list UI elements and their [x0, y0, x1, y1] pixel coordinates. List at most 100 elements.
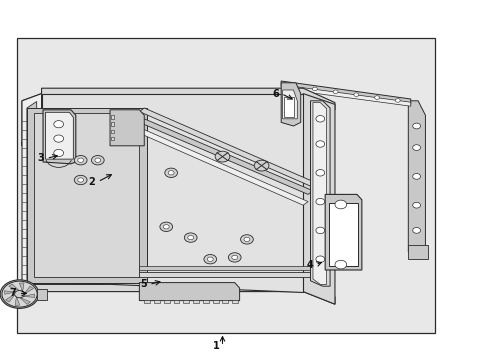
Circle shape: [54, 149, 63, 157]
Circle shape: [0, 280, 39, 309]
Polygon shape: [20, 283, 24, 292]
Bar: [203, 300, 208, 303]
Circle shape: [244, 237, 249, 242]
Circle shape: [315, 198, 324, 205]
Circle shape: [315, 227, 324, 234]
Bar: [110, 137, 114, 140]
Circle shape: [412, 228, 420, 233]
Circle shape: [394, 99, 399, 102]
Bar: [110, 122, 114, 126]
Circle shape: [374, 96, 379, 99]
Circle shape: [54, 121, 63, 128]
Polygon shape: [303, 94, 334, 304]
Bar: [328, 203, 357, 266]
Polygon shape: [282, 85, 410, 106]
Polygon shape: [407, 245, 427, 259]
Bar: [183, 300, 189, 303]
Polygon shape: [6, 294, 15, 302]
Polygon shape: [139, 119, 312, 194]
Polygon shape: [22, 294, 35, 297]
Polygon shape: [41, 94, 303, 292]
Bar: [173, 300, 179, 303]
Text: 7: 7: [9, 288, 16, 298]
Polygon shape: [22, 94, 41, 288]
Circle shape: [184, 233, 197, 242]
Circle shape: [291, 84, 296, 88]
Circle shape: [15, 291, 24, 298]
Polygon shape: [15, 296, 20, 305]
Polygon shape: [139, 108, 317, 187]
Polygon shape: [312, 103, 326, 284]
Circle shape: [315, 256, 324, 262]
Circle shape: [54, 135, 63, 142]
Circle shape: [95, 158, 101, 162]
Circle shape: [78, 178, 83, 182]
Bar: [212, 300, 218, 303]
Polygon shape: [22, 284, 334, 304]
Bar: [17, 38, 434, 333]
Polygon shape: [110, 110, 144, 146]
Circle shape: [164, 168, 177, 177]
Polygon shape: [325, 194, 361, 270]
Circle shape: [187, 235, 193, 240]
Circle shape: [315, 116, 324, 122]
Circle shape: [78, 158, 83, 162]
Polygon shape: [43, 110, 76, 164]
Circle shape: [228, 253, 241, 262]
Circle shape: [412, 123, 420, 129]
Circle shape: [215, 151, 229, 162]
Polygon shape: [139, 283, 239, 301]
Polygon shape: [407, 101, 425, 259]
Polygon shape: [139, 272, 317, 277]
Text: 6: 6: [271, 89, 278, 99]
Text: 5: 5: [140, 279, 146, 289]
Circle shape: [207, 257, 213, 261]
Bar: [193, 300, 199, 303]
Polygon shape: [281, 83, 300, 126]
Polygon shape: [9, 284, 20, 291]
Circle shape: [240, 235, 253, 244]
Text: 1: 1: [213, 341, 220, 351]
Circle shape: [332, 90, 337, 94]
Polygon shape: [24, 286, 33, 294]
Circle shape: [231, 255, 237, 260]
Polygon shape: [27, 102, 37, 283]
Circle shape: [168, 171, 174, 175]
Polygon shape: [41, 88, 334, 110]
Circle shape: [74, 175, 87, 185]
Polygon shape: [139, 266, 317, 270]
Polygon shape: [139, 130, 307, 205]
Text: 3: 3: [37, 153, 44, 163]
Bar: [37, 289, 47, 300]
Circle shape: [163, 225, 169, 229]
Circle shape: [412, 145, 420, 150]
Circle shape: [160, 222, 172, 231]
Circle shape: [334, 200, 346, 209]
Bar: [144, 300, 150, 303]
Bar: [110, 130, 114, 133]
Polygon shape: [20, 297, 30, 304]
Circle shape: [254, 160, 268, 171]
Circle shape: [412, 202, 420, 208]
Circle shape: [203, 255, 216, 264]
Polygon shape: [310, 101, 329, 286]
Polygon shape: [45, 112, 73, 159]
Polygon shape: [27, 108, 146, 283]
Polygon shape: [4, 291, 17, 294]
Circle shape: [315, 141, 324, 147]
Circle shape: [315, 170, 324, 176]
Circle shape: [353, 93, 358, 96]
Polygon shape: [282, 90, 297, 119]
Circle shape: [74, 156, 87, 165]
Polygon shape: [22, 94, 332, 146]
Bar: [154, 300, 160, 303]
Bar: [232, 300, 238, 303]
Circle shape: [412, 174, 420, 179]
Bar: [284, 97, 293, 117]
Circle shape: [312, 87, 317, 91]
Bar: [110, 115, 114, 119]
Circle shape: [2, 281, 37, 307]
Text: 4: 4: [305, 260, 312, 270]
Polygon shape: [34, 113, 139, 277]
Bar: [163, 300, 169, 303]
